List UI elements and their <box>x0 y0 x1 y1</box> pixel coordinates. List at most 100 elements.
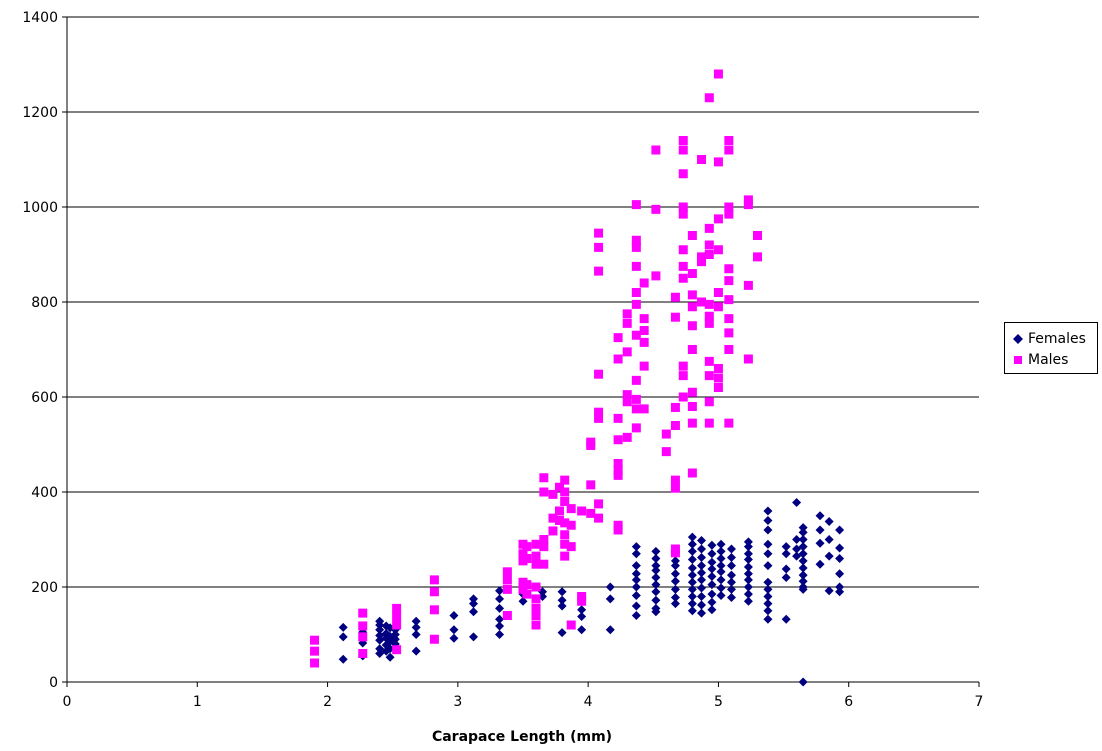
data-point-female <box>687 539 697 549</box>
data-point-female <box>798 549 808 559</box>
data-point-male <box>696 252 706 262</box>
data-point-male <box>631 299 641 309</box>
data-point-male <box>613 354 623 364</box>
data-point-male <box>724 264 734 274</box>
data-point-female <box>835 587 845 597</box>
data-point-female <box>824 551 834 561</box>
data-point-male <box>724 295 734 305</box>
data-point-female <box>763 561 773 571</box>
data-point-male <box>531 559 541 569</box>
data-point-male <box>502 584 512 594</box>
data-point-female <box>798 563 808 573</box>
data-point-female <box>716 591 726 601</box>
gridlines <box>67 16 979 588</box>
data-point-male <box>678 169 688 179</box>
y-tick-label: 1000 <box>22 200 58 216</box>
data-point-male <box>560 539 570 549</box>
data-point-female <box>835 525 845 535</box>
data-point-female <box>743 549 753 559</box>
data-point-female <box>651 561 661 571</box>
data-point-male <box>631 235 641 245</box>
data-point-female <box>716 583 726 593</box>
data-point-female <box>763 549 773 559</box>
y-tick-label: 600 <box>31 390 58 406</box>
data-point-male <box>724 314 734 324</box>
data-point-female <box>670 584 680 594</box>
data-point-male <box>687 231 697 240</box>
data-point-male <box>713 288 723 297</box>
data-point-female <box>707 597 717 607</box>
data-point-female <box>577 605 587 615</box>
data-point-male <box>713 69 723 79</box>
data-point-male <box>613 413 623 423</box>
data-point-male <box>724 209 734 219</box>
data-point-female <box>338 654 348 664</box>
data-point-male <box>631 375 641 385</box>
data-point-female <box>763 539 773 549</box>
data-point-male <box>594 407 604 417</box>
data-point-female <box>798 584 808 594</box>
data-point-male <box>531 539 541 549</box>
data-point-female <box>557 601 567 611</box>
data-point-male <box>743 200 753 210</box>
data-point-female <box>707 540 717 550</box>
data-point-male <box>651 271 661 281</box>
data-point-female <box>707 557 717 567</box>
axes <box>66 17 979 683</box>
data-point-female <box>726 570 736 580</box>
x-tick-label: 0 <box>63 694 72 710</box>
data-point-male <box>639 278 649 288</box>
data-point-male <box>743 280 753 290</box>
data-point-female <box>781 542 791 552</box>
square-marker-icon <box>1011 353 1024 366</box>
data-point-male <box>548 489 558 499</box>
data-point-male <box>704 311 714 321</box>
legend-item-males: Males <box>1011 349 1097 370</box>
data-point-female <box>798 677 808 687</box>
data-point-female <box>716 554 726 563</box>
data-point-female <box>670 569 680 579</box>
data-point-female <box>495 594 505 604</box>
data-point-female <box>781 573 791 582</box>
data-point-male <box>631 404 641 414</box>
data-point-male <box>577 592 587 601</box>
data-point-male <box>696 297 706 307</box>
data-point-female <box>716 539 726 549</box>
data-point-male <box>518 584 528 594</box>
data-point-male <box>310 658 320 668</box>
data-point-male <box>594 242 604 252</box>
data-point-female <box>670 592 680 602</box>
data-point-female <box>631 575 641 585</box>
data-point-male <box>622 318 632 328</box>
x-axis-ticks: 0 1 2 3 4 5 6 7 <box>63 682 983 710</box>
data-point-female <box>631 569 641 579</box>
data-point-female <box>687 606 697 616</box>
data-point-male <box>687 302 697 312</box>
data-point-male <box>310 646 320 656</box>
data-point-male <box>753 252 763 262</box>
data-point-male <box>743 195 753 205</box>
data-point-female <box>763 584 773 594</box>
x-axis-title: Carapace Length (mm) <box>432 729 612 745</box>
data-point-female <box>696 544 706 554</box>
data-point-male <box>724 418 734 428</box>
data-point-female <box>687 570 697 580</box>
data-point-male <box>631 423 641 433</box>
data-point-male <box>392 620 402 630</box>
data-point-male <box>539 487 549 497</box>
data-point-female <box>726 561 736 571</box>
y-tick-label: 0 <box>49 675 58 691</box>
data-point-female <box>411 646 421 656</box>
data-point-female <box>743 562 753 572</box>
data-point-female <box>557 628 567 638</box>
data-point-female <box>495 630 505 639</box>
data-point-female <box>696 600 706 610</box>
data-point-female <box>763 577 773 587</box>
data-point-female <box>468 632 478 642</box>
data-point-male <box>687 418 697 428</box>
data-point-female <box>726 577 736 587</box>
data-point-female <box>707 572 717 582</box>
data-point-male <box>392 611 402 621</box>
data-point-male <box>586 440 596 450</box>
data-point-female <box>495 614 505 624</box>
